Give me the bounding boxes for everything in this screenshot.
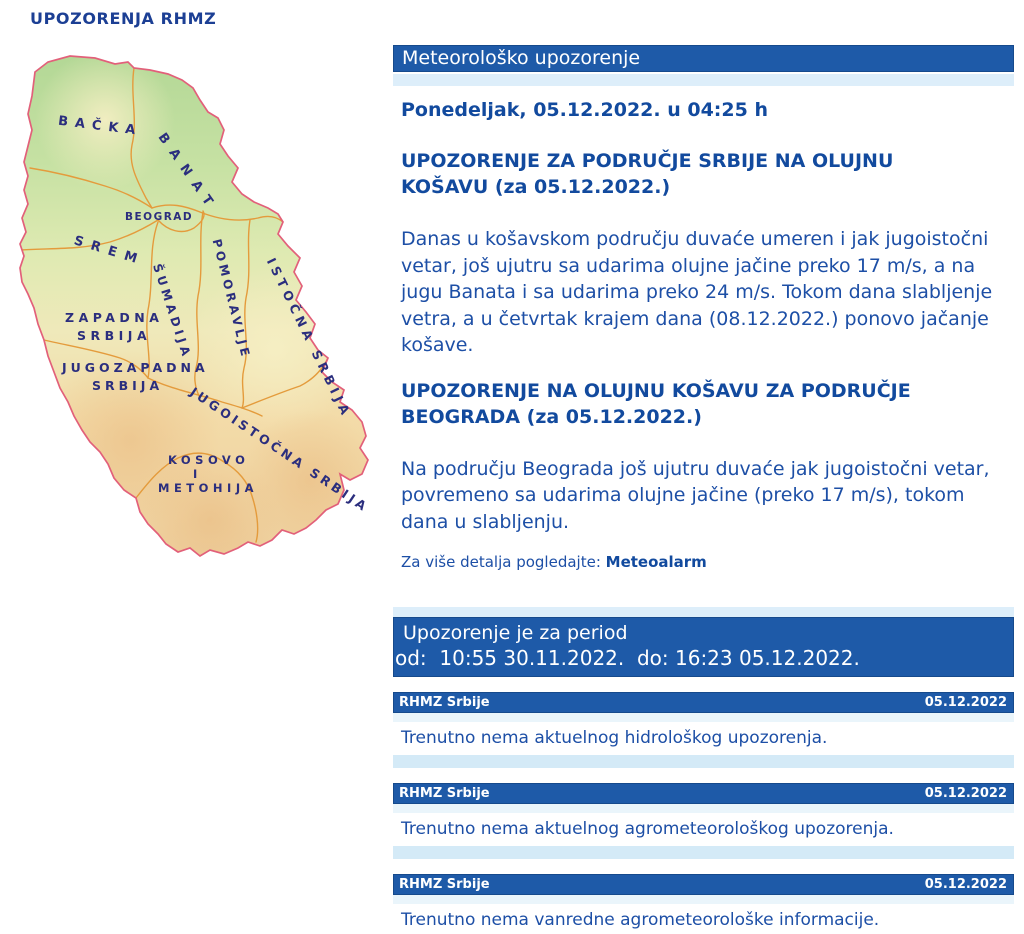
details-line: Za više detalja pogledajte: Meteoalarm	[401, 553, 1008, 571]
meteo-warning-content: Ponedeljak, 05.12.2022. u 04:25 h UPOZOR…	[393, 99, 1014, 571]
map-label-kosovo-1: KOSOVO	[168, 453, 249, 467]
bulletin-message: Trenutno nema aktuelnog hidrološkog upoz…	[401, 728, 828, 748]
bulletin-bar: RHMZ Srbije 05.12.2022	[393, 874, 1014, 895]
warning-body-serbia: Danas u košavskom području duvaće umeren…	[401, 228, 993, 356]
bulletin-bar: RHMZ Srbije 05.12.2022	[393, 692, 1014, 713]
meteo-warning-header-bar: Meteorološko upozorenje	[393, 45, 1014, 72]
bulletin-body: Trenutno nema vanredne agrometeorološke …	[393, 895, 1014, 934]
bulletin-source: RHMZ Srbije	[399, 695, 490, 710]
warning-body-belgrade: Na području Beograda još ujutru duvaće j…	[401, 457, 990, 533]
agrometeorological-info-bulletin: RHMZ Srbije 05.12.2022 Trenutno nema van…	[393, 874, 1014, 934]
bulletin-bar: RHMZ Srbije 05.12.2022	[393, 783, 1014, 804]
issue-date-heading: Ponedeljak, 05.12.2022. u 04:25 h	[401, 99, 768, 121]
map-label-jugozapadna-2: SRBIJA	[92, 378, 163, 393]
page-title: UPOZORENJA RHMZ	[30, 9, 217, 28]
agrometeorological-warning-bulletin: RHMZ Srbije 05.12.2022 Trenutno nema akt…	[393, 783, 1014, 859]
warning-panel: Meteorološko upozorenje Ponedeljak, 05.1…	[393, 45, 1014, 934]
map-label-zapadna-1: ZAPADNA	[65, 310, 163, 325]
meteoalarm-link[interactable]: Meteoalarm	[605, 553, 707, 571]
bulletin-message: Trenutno nema aktuelnog agrometeorološko…	[401, 819, 894, 839]
warning-title-serbia: UPOZORENJE ZA PODRUČJE SRBIJE NA OLUJNU …	[401, 150, 894, 198]
map-label-kosovo-3: METOHIJA	[158, 481, 258, 495]
warning-title-belgrade: UPOZORENJE NA OLUJNU KOŠAVU ZA PODRUČJE …	[401, 379, 911, 428]
bulletin-source: RHMZ Srbije	[399, 786, 490, 801]
map-country-outline	[19, 55, 369, 558]
bulletin-source: RHMZ Srbije	[399, 877, 490, 892]
bulletin-body: Trenutno nema aktuelnog hidrološkog upoz…	[393, 713, 1014, 768]
map-label-jugozapadna-1: JUGOZAPADNA	[61, 360, 209, 375]
pre-period-strip	[393, 607, 1014, 617]
header-strip	[393, 74, 1014, 86]
period-bar: Upozorenje je za period od: 10:55 30.11.…	[393, 617, 1014, 677]
bulletin-message: Trenutno nema vanredne agrometeorološke …	[401, 910, 880, 930]
map-label-kosovo-2: I	[193, 467, 202, 481]
details-prefix: Za više detalja pogledajte:	[401, 553, 606, 571]
period-range: od: 10:55 30.11.2022. do: 16:23 05.12.20…	[395, 646, 860, 670]
bulletin-date: 05.12.2022	[924, 877, 1007, 892]
period-title: Upozorenje je za period	[403, 622, 628, 644]
hydrological-bulletin: RHMZ Srbije 05.12.2022 Trenutno nema akt…	[393, 692, 1014, 768]
map-region-borders	[21, 67, 329, 543]
bulletin-body: Trenutno nema aktuelnog agrometeorološko…	[393, 804, 1014, 859]
serbia-map: BAČKA BANAT SREM BEOGRAD ZAPADNA SRBIJA …	[10, 50, 380, 562]
map-label-beograd: BEOGRAD	[125, 211, 193, 223]
bulletin-date: 05.12.2022	[924, 695, 1007, 710]
serbia-map-svg: BAČKA BANAT SREM BEOGRAD ZAPADNA SRBIJA …	[19, 55, 372, 558]
bulletin-date: 05.12.2022	[924, 786, 1007, 801]
map-label-zapadna-2: SRBIJA	[77, 328, 151, 343]
